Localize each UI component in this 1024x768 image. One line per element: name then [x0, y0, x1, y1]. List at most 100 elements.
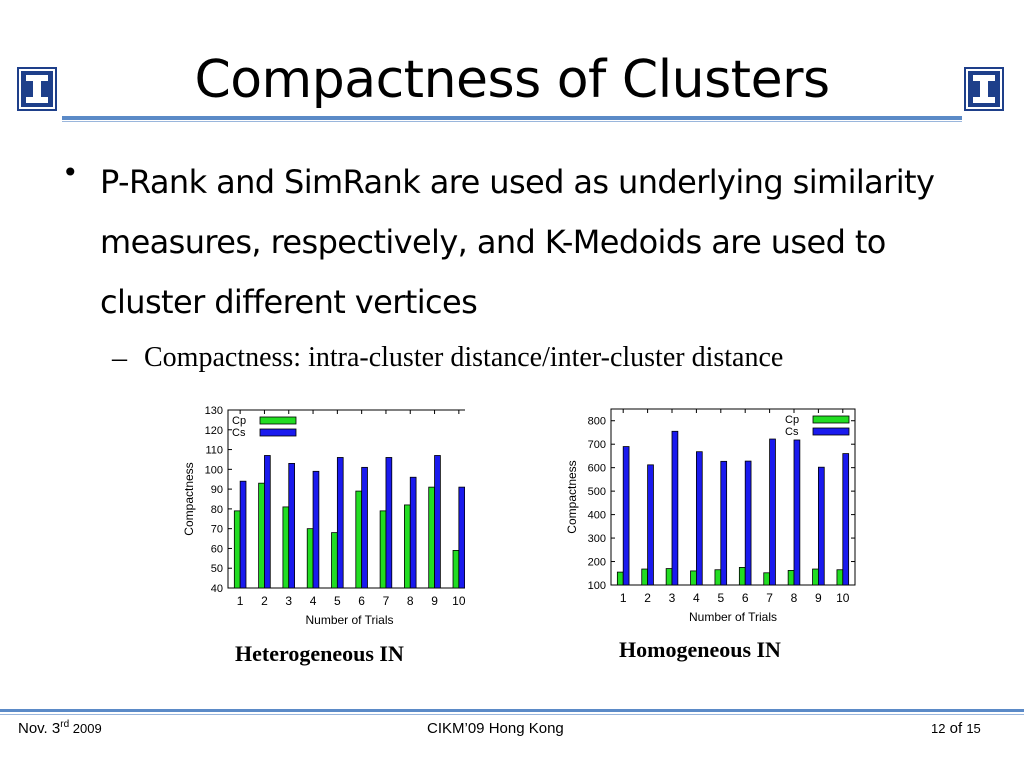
- y-tick-label: 600: [588, 463, 606, 475]
- y-tick-label: 300: [588, 533, 606, 545]
- bar-cp: [690, 570, 697, 586]
- x-tick-label: 9: [815, 591, 822, 605]
- bar-cp: [616, 571, 624, 586]
- bar-cp: [379, 510, 387, 589]
- bar-cs: [695, 451, 703, 586]
- x-tick-label: 2: [644, 591, 651, 605]
- footer-date-prefix: Nov. 3: [18, 720, 61, 737]
- bar-cs: [744, 460, 752, 586]
- bar-cp: [665, 568, 673, 586]
- bar-cp: [738, 566, 746, 586]
- y-tick-label: 500: [588, 486, 606, 498]
- y-tick-label: 400: [588, 510, 606, 522]
- bar-cp: [355, 490, 363, 589]
- bar-cs: [385, 457, 393, 589]
- legend-label: Cs: [232, 427, 246, 439]
- x-tick-label: 8: [791, 591, 798, 605]
- plot-frame: [610, 408, 856, 586]
- bar-cs: [842, 453, 850, 586]
- x-axis-label: Number of Trials: [305, 613, 393, 627]
- x-tick-label: 3: [285, 594, 292, 608]
- y-tick-label: 110: [205, 445, 223, 457]
- footer-venue: CIKM’09 Hong Kong: [427, 719, 564, 739]
- bar-cs: [288, 463, 295, 589]
- subbullet-marker: –: [112, 341, 127, 374]
- bar-cs: [817, 466, 825, 586]
- legend-label: Cp: [232, 415, 246, 427]
- bar-cp: [836, 569, 844, 586]
- x-tick-label: 3: [669, 591, 676, 605]
- x-tick-label: 1: [620, 591, 627, 605]
- bar-cp: [641, 568, 649, 586]
- footer-date: Nov. 3rd 2009: [18, 719, 102, 739]
- bar-chart-heterogeneous: 40 50 60 70 80 90 100 110 120 130 1 2 3 4 5 6 7 8 9 10 Numbe…: [182, 405, 472, 627]
- bar-cp: [787, 570, 795, 586]
- bullet-icon: •: [62, 156, 79, 189]
- y-tick-label: 60: [211, 543, 223, 555]
- bar-cp: [306, 528, 314, 589]
- university-logo-icon: [964, 67, 1004, 111]
- x-tick-label: 8: [407, 594, 414, 608]
- bar-cs: [239, 480, 247, 589]
- subbullet-text: Compactness: intra-cluster distance/inte…: [144, 342, 784, 373]
- bar-cp: [404, 504, 411, 589]
- footer-date-sup: rd: [60, 719, 70, 730]
- footer-page-total: 15: [966, 721, 981, 736]
- bar-cs: [409, 476, 417, 589]
- bar-cs: [720, 460, 728, 586]
- bar-cp: [233, 510, 241, 589]
- bar-cp: [452, 550, 460, 589]
- x-tick-label: 7: [766, 591, 773, 605]
- bar-cs: [769, 438, 776, 586]
- y-tick-label: 70: [211, 524, 223, 536]
- y-tick-label: 100: [588, 580, 606, 592]
- x-tick-label: 10: [452, 594, 465, 608]
- footer-divider: [0, 709, 1024, 712]
- slide-title: Compactness of Clusters: [194, 50, 830, 110]
- bar-cs: [458, 486, 466, 589]
- x-tick-label: 5: [717, 591, 724, 605]
- x-tick-label: 2: [261, 594, 268, 608]
- y-tick-label: 120: [205, 425, 223, 437]
- y-tick-label: 90: [211, 484, 223, 496]
- x-tick-label: 1: [237, 594, 244, 608]
- y-tick-label: 700: [588, 439, 606, 451]
- y-axis-label: Compactness: [182, 462, 196, 535]
- university-logo-icon: [17, 67, 57, 111]
- bar-cs: [361, 466, 368, 589]
- bar-cp: [258, 482, 265, 589]
- footer-venue-a: CIKM’: [427, 720, 468, 737]
- title-divider-thin: [62, 121, 962, 122]
- bar-cp: [428, 486, 435, 589]
- footer-divider-thin: [0, 714, 1024, 715]
- y-tick-label: 50: [211, 563, 223, 575]
- bar-cp: [812, 568, 819, 586]
- bullet-text: P-Rank and SimRank are used as underlyin…: [100, 163, 935, 321]
- footer-date-suffix: 2009: [69, 721, 102, 736]
- title-divider: [62, 116, 962, 120]
- bar-cp: [714, 569, 722, 586]
- legend-label: Cp: [785, 414, 799, 426]
- bar-cs: [312, 470, 320, 589]
- bar-cs: [434, 455, 441, 589]
- y-tick-label: 130: [205, 405, 223, 417]
- chart-caption-homogeneous: Homogeneous IN: [619, 637, 781, 662]
- y-tick-label: 200: [588, 557, 606, 569]
- bar-cs: [671, 430, 679, 586]
- bar-cp: [282, 506, 290, 589]
- y-tick-label: 80: [211, 504, 223, 516]
- legend-swatch-cp: [259, 416, 297, 425]
- bar-cs: [264, 455, 271, 589]
- legend-swatch-cs: [259, 428, 297, 437]
- x-tick-label: 6: [358, 594, 365, 608]
- bar-cs: [336, 457, 344, 589]
- x-tick-label: 7: [383, 594, 390, 608]
- y-axis-label: Compactness: [565, 460, 579, 533]
- footer-venue-b: 09 Hong Kong: [467, 720, 564, 737]
- bar-cs: [647, 464, 654, 586]
- x-axis-label: Number of Trials: [689, 610, 777, 624]
- bar-cp: [763, 572, 771, 586]
- legend-swatch-cp: [812, 415, 850, 424]
- footer-page: 12 of 15: [931, 719, 981, 739]
- legend-label: Cs: [785, 426, 799, 438]
